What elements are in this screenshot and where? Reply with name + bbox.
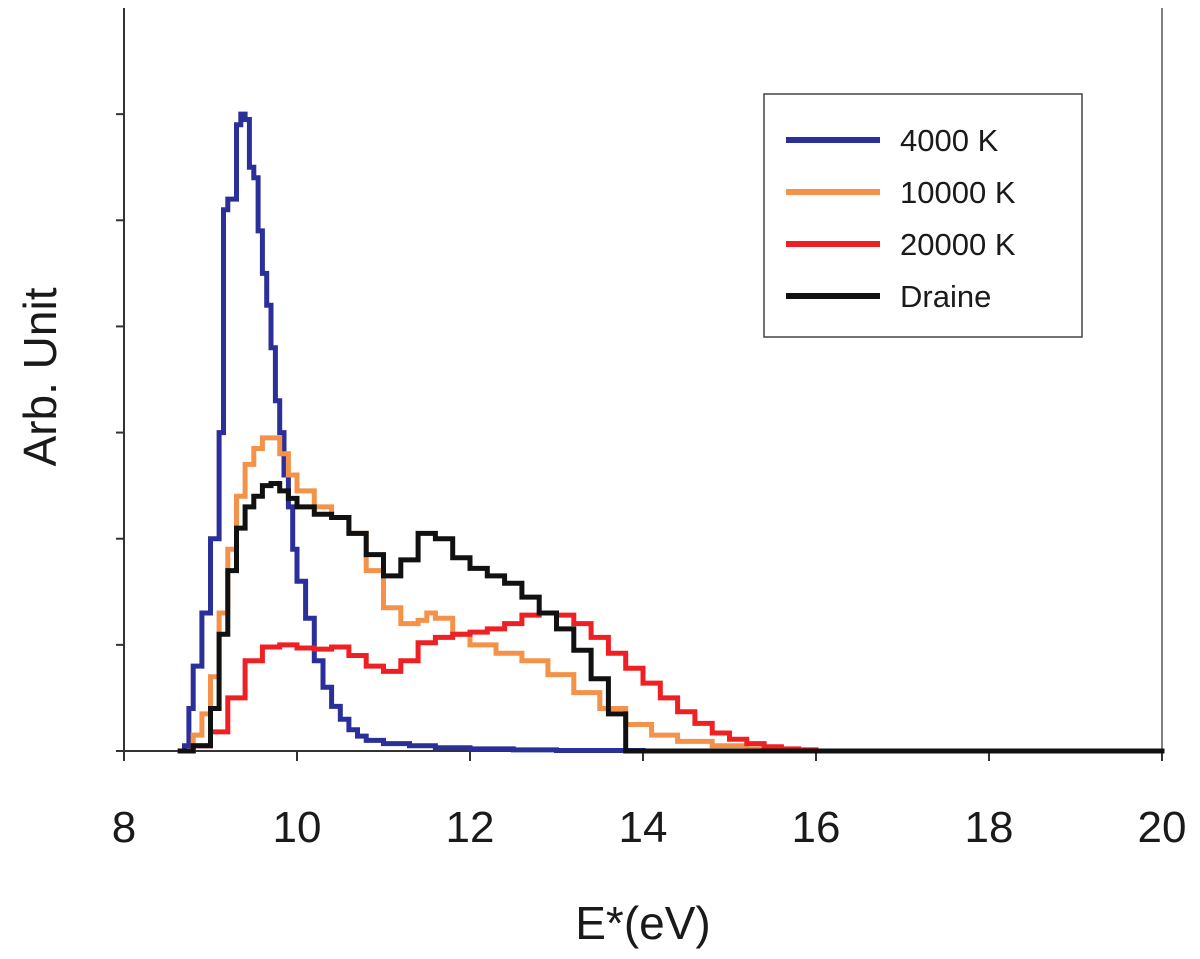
series-line-4000-k (177, 111, 1165, 754)
legend-label: 10000 K (900, 175, 1016, 210)
x-tick-label: 18 (965, 803, 1014, 852)
axis-labels: E*(eV) Arb. Unit (14, 287, 711, 949)
x-tick-label: 8 (112, 803, 136, 852)
legend: 4000 K 10000 K 20000 K Draine (763, 93, 1083, 338)
x-tick-label: 12 (446, 803, 495, 852)
y-axis-title: Arb. Unit (14, 287, 66, 466)
legend-label: Draine (900, 279, 991, 314)
series-line-10000-k (177, 435, 1165, 754)
x-tick-label: 14 (619, 803, 668, 852)
legend-label: 20000 K (900, 227, 1016, 262)
axes-layer: 8 10 12 14 16 18 20 (112, 8, 1187, 852)
series-line-20000-k (177, 610, 1165, 754)
series-line-draine (177, 481, 1165, 754)
series-layer (177, 111, 1165, 754)
legend-label: 4000 K (900, 123, 999, 158)
x-tick-label: 10 (273, 803, 322, 852)
x-tick-label: 20 (1138, 803, 1187, 852)
x-tick-label: 16 (792, 803, 841, 852)
x-axis-title: E*(eV) (575, 897, 710, 949)
